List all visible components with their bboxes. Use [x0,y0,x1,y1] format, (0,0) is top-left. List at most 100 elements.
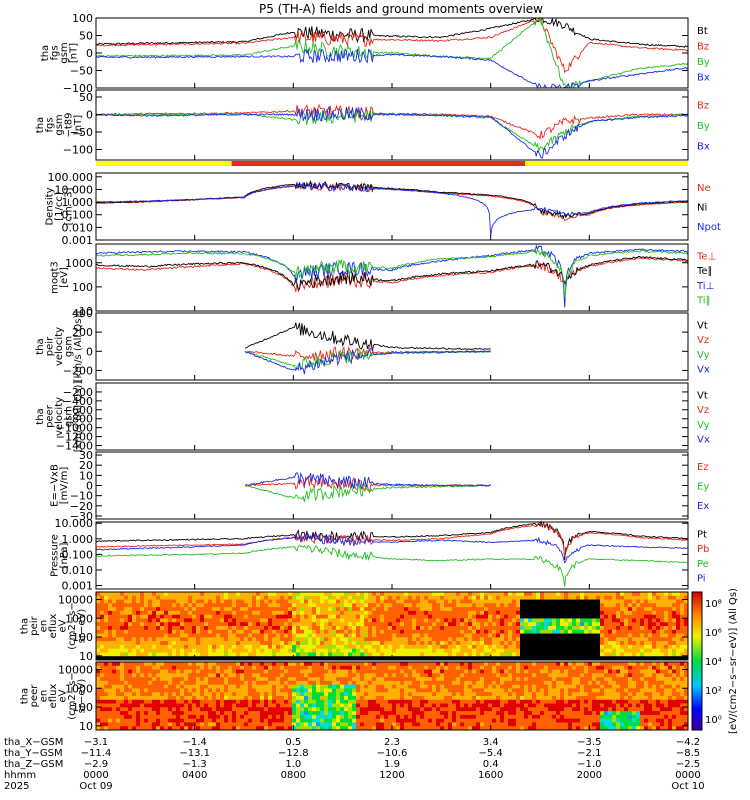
spectrogram-cell [204,711,209,716]
spectrogram-cell [496,652,501,657]
spectrogram-cell [240,656,245,661]
spectrogram-cell [220,677,225,682]
spectrogram-cell [520,692,525,697]
spectrogram-cell [364,626,369,631]
spectrogram-cell [408,680,413,685]
spectrogram-cell [488,614,493,619]
spectrogram-cell [376,699,381,704]
spectrogram-cell [392,680,397,685]
spectrogram-cell [144,692,149,697]
spectrogram-cell [176,699,181,704]
spectrogram-cell [404,629,409,634]
spectrogram-cell [524,644,529,649]
spectrogram-cell [196,688,201,693]
spectrogram-cell [528,677,533,682]
spectrogram-cell [496,656,501,661]
spectrogram-cell [636,637,641,642]
spectrogram-cell [204,652,209,657]
legend-Bz: Bz [697,100,709,111]
spectrogram-cell [292,665,297,670]
spectrogram-cell [320,714,325,719]
spectrogram-cell [632,637,637,642]
spectrogram-cell [644,644,649,649]
spectrogram-cell [404,618,409,623]
spectrogram-cell [476,599,481,604]
spectrogram-cell [668,599,673,604]
spectrogram-cell [252,629,257,634]
spectrogram-cell [480,592,485,597]
spectrogram-cell [180,592,185,597]
spectrogram-cell [232,603,237,608]
spectrogram-cell [388,622,393,627]
spectrogram-cell [240,592,245,597]
spectrogram-cell [608,610,613,615]
spectrogram-cell [448,696,453,701]
spectrogram-cell [576,656,581,661]
spectrogram-cell [660,610,665,615]
spectrogram-cell [340,696,345,701]
spectrogram-cell [420,684,425,689]
spectrogram-cell [316,684,321,689]
spectrogram-cell [204,648,209,653]
spectrogram-cell [112,696,117,701]
spectrogram-cell [356,607,361,612]
spectrogram-cell [552,626,557,631]
spectrogram-cell [304,726,309,731]
spectrogram-cell [500,637,505,642]
spectrogram-cell [436,680,441,685]
spectrogram-cell [240,673,245,678]
spectrogram-cell [380,707,385,712]
spectrogram-cell [244,629,249,634]
spectrogram-cell [252,662,257,667]
spectrogram-cell [328,644,333,649]
spectrogram-cell [412,622,417,627]
spectrogram-cell [236,618,241,623]
spectrogram-cell [492,603,497,608]
spectrogram-cell [268,662,273,667]
spectrogram-cell [444,599,449,604]
spectrogram-cell [224,603,229,608]
y-axis-label: tha [35,408,46,424]
spectrogram-cell [348,633,353,638]
spectrogram-cell [272,614,277,619]
spectrogram-cell [292,722,297,727]
spectrogram-cell [372,703,377,708]
spectrogram-cell [320,595,325,600]
spectrogram-cell [552,652,557,657]
spectrogram-cell [200,692,205,697]
spectrogram-cell [656,595,661,600]
spectrogram-cell [392,648,397,653]
spectrogram-cell [608,652,613,657]
spectrogram-cell [120,603,125,608]
spectrogram-cell [360,662,365,667]
spectrogram-cell [104,599,109,604]
spectrogram-cell [488,680,493,685]
spectrogram-cell [128,718,133,723]
spectrogram-cell [376,703,381,708]
spectrogram-cell [676,641,681,646]
spectrogram-cell [540,669,545,674]
spectrogram-cell [264,699,269,704]
spectrogram-cell [440,626,445,631]
spectrogram-cell [136,692,141,697]
spectrogram-cell [164,662,169,667]
spectrogram-cell [648,656,653,661]
spectrogram-cell [388,607,393,612]
spectrogram-cell [460,688,465,693]
spectrogram-cell [452,641,457,646]
spectrogram-cell [112,665,117,670]
spectrogram-cell [576,652,581,657]
spectrogram-cell [276,692,281,697]
spectrogram-cell [292,684,297,689]
spectrogram-cell [556,622,561,627]
spectrogram-cell [236,637,241,642]
spectrogram-cell [492,599,497,604]
spectrogram-cell [192,726,197,731]
spectrogram-cell [180,610,185,615]
spectrogram-cell [524,648,529,653]
spectrogram-cell [232,718,237,723]
spectrogram-cell [424,662,429,667]
spectrogram-cell [232,622,237,627]
spectrogram-cell [436,629,441,634]
spectrogram-cell [128,633,133,638]
